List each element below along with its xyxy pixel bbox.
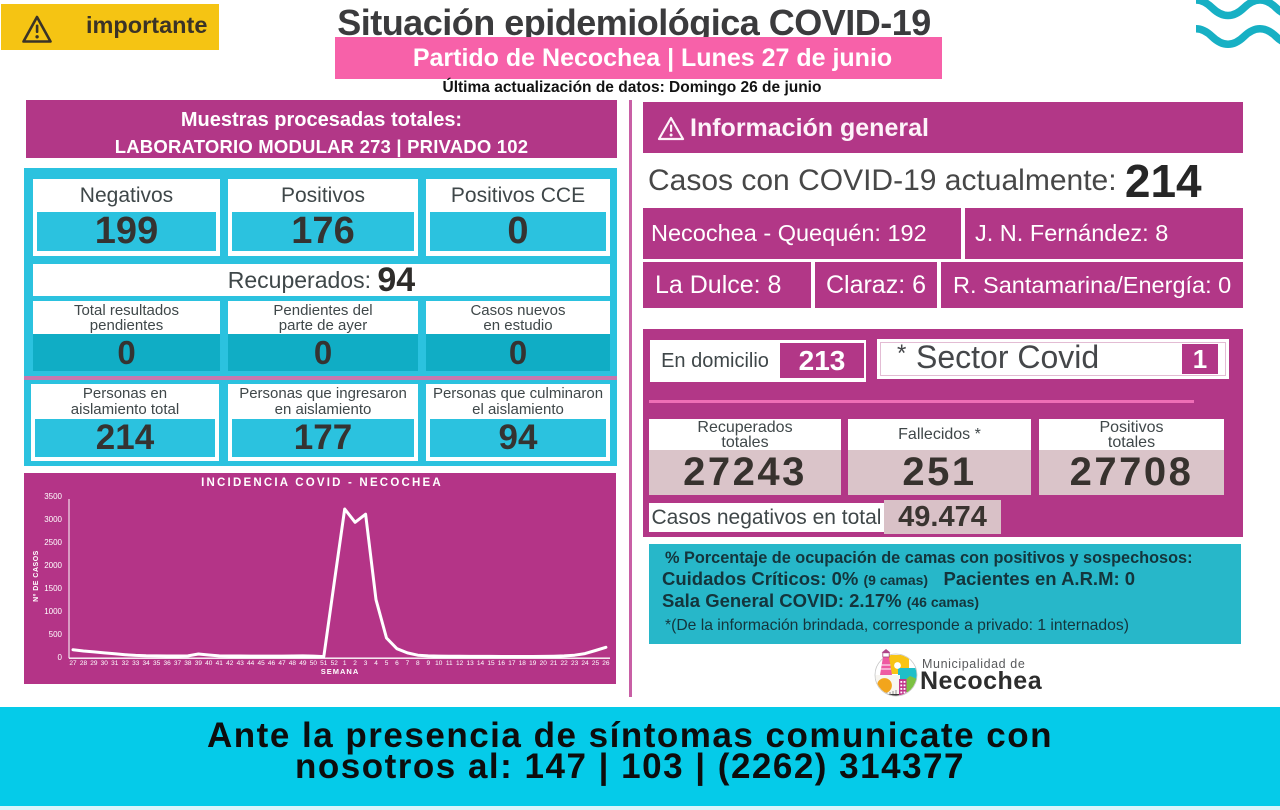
svg-text:48: 48 bbox=[289, 660, 297, 667]
svg-text:16: 16 bbox=[498, 660, 506, 667]
svg-text:52: 52 bbox=[331, 660, 339, 667]
svg-text:18: 18 bbox=[519, 660, 527, 667]
svg-text:37: 37 bbox=[174, 660, 182, 667]
svg-text:8: 8 bbox=[416, 660, 420, 667]
svg-text:51: 51 bbox=[320, 660, 328, 667]
svg-text:41: 41 bbox=[216, 660, 224, 667]
svg-text:1: 1 bbox=[343, 660, 347, 667]
svg-text:28: 28 bbox=[80, 660, 88, 667]
svg-text:26: 26 bbox=[602, 660, 610, 667]
svg-text:1500: 1500 bbox=[44, 584, 62, 593]
svg-text:SEMANA: SEMANA bbox=[321, 667, 360, 676]
svg-text:13: 13 bbox=[466, 660, 474, 667]
svg-text:49: 49 bbox=[299, 660, 307, 667]
svg-text:3: 3 bbox=[364, 660, 368, 667]
svg-text:27: 27 bbox=[69, 660, 77, 667]
svg-text:0: 0 bbox=[58, 653, 63, 662]
svg-text:3500: 3500 bbox=[44, 492, 62, 501]
svg-text:3000: 3000 bbox=[44, 515, 62, 524]
svg-text:22: 22 bbox=[560, 660, 568, 667]
svg-text:17: 17 bbox=[508, 660, 516, 667]
svg-text:46: 46 bbox=[268, 660, 276, 667]
svg-text:33: 33 bbox=[132, 660, 140, 667]
svg-text:30: 30 bbox=[101, 660, 109, 667]
svg-text:Nº DE CASOS: Nº DE CASOS bbox=[33, 550, 40, 602]
svg-text:44: 44 bbox=[247, 660, 255, 667]
svg-text:2500: 2500 bbox=[44, 538, 62, 547]
svg-text:14: 14 bbox=[477, 660, 485, 667]
svg-text:2000: 2000 bbox=[44, 561, 62, 570]
svg-text:45: 45 bbox=[257, 660, 265, 667]
svg-text:19: 19 bbox=[529, 660, 537, 667]
svg-text:38: 38 bbox=[184, 660, 192, 667]
svg-text:35: 35 bbox=[153, 660, 161, 667]
svg-text:43: 43 bbox=[237, 660, 245, 667]
svg-text:34: 34 bbox=[142, 660, 150, 667]
svg-text:31: 31 bbox=[111, 660, 119, 667]
svg-text:32: 32 bbox=[122, 660, 130, 667]
svg-text:42: 42 bbox=[226, 660, 234, 667]
svg-text:25: 25 bbox=[592, 660, 600, 667]
svg-text:1000: 1000 bbox=[44, 607, 62, 616]
svg-text:4: 4 bbox=[374, 660, 378, 667]
svg-text:10: 10 bbox=[435, 660, 443, 667]
svg-text:29: 29 bbox=[90, 660, 98, 667]
svg-text:INCIDENCIA COVID - NECOCHEA: INCIDENCIA COVID - NECOCHEA bbox=[201, 477, 443, 489]
svg-text:9: 9 bbox=[426, 660, 430, 667]
svg-text:2: 2 bbox=[353, 660, 357, 667]
svg-text:50: 50 bbox=[310, 660, 318, 667]
svg-text:500: 500 bbox=[49, 630, 63, 639]
svg-text:7: 7 bbox=[406, 660, 410, 667]
svg-text:23: 23 bbox=[571, 660, 579, 667]
svg-text:21: 21 bbox=[550, 660, 558, 667]
svg-text:6: 6 bbox=[395, 660, 399, 667]
svg-text:15: 15 bbox=[487, 660, 495, 667]
svg-text:11: 11 bbox=[446, 660, 453, 667]
svg-text:5: 5 bbox=[385, 660, 389, 667]
svg-text:47: 47 bbox=[278, 660, 286, 667]
svg-text:20: 20 bbox=[540, 660, 548, 667]
svg-text:24: 24 bbox=[581, 660, 589, 667]
svg-text:12: 12 bbox=[456, 660, 464, 667]
svg-text:40: 40 bbox=[205, 660, 213, 667]
svg-text:36: 36 bbox=[163, 660, 171, 667]
svg-text:39: 39 bbox=[195, 660, 203, 667]
